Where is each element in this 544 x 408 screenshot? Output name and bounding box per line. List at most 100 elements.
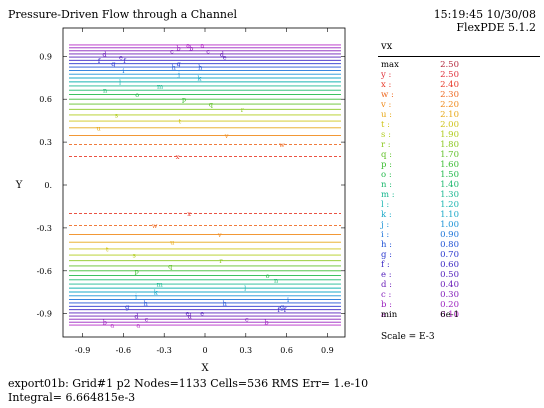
x-tick-label: 0.9 bbox=[321, 346, 334, 355]
contour-label: k bbox=[198, 74, 202, 82]
contour-label: o bbox=[135, 91, 139, 99]
legend-entry-key: y : bbox=[381, 70, 392, 80]
legend-entry: q : 1.70 bbox=[381, 150, 459, 160]
contour-label: g bbox=[280, 303, 284, 311]
legend-entry: n : 1.40 bbox=[381, 180, 459, 190]
legend-entry: v : 2.20 bbox=[381, 100, 459, 110]
header-info: 15:19:45 10/30/08 FlexPDE 5.1.2 bbox=[434, 8, 536, 34]
y-tick-label: 0.9 bbox=[39, 52, 52, 61]
contour-label: o bbox=[266, 272, 270, 280]
legend-entry-value: 0.70 bbox=[440, 250, 459, 260]
plot-title: Pressure-Driven Flow through a Channel bbox=[8, 8, 238, 21]
legend-entry-key: l : bbox=[381, 200, 390, 210]
y-tick-label: 0.6 bbox=[39, 95, 52, 104]
legend-entry: i : 0.90 bbox=[381, 230, 459, 240]
legend-entry-key: r : bbox=[381, 140, 391, 150]
legend-max-value: 2.50 bbox=[440, 60, 459, 70]
legend-entry-key: e : bbox=[381, 270, 392, 280]
legend-entry-value: 0.20 bbox=[440, 300, 459, 310]
legend-entry: c : 0.30 bbox=[381, 290, 459, 300]
legend-entry-key: t : bbox=[381, 120, 390, 130]
x-tick-label: -0.6 bbox=[116, 346, 131, 355]
contour-label: c bbox=[245, 316, 249, 324]
contour-label: u bbox=[97, 124, 101, 132]
legend-entry-value: 1.70 bbox=[440, 150, 459, 160]
legend-entry-value: 1.00 bbox=[440, 220, 459, 230]
legend-entry-key: c : bbox=[381, 290, 392, 300]
legend-entry-value: 0.30 bbox=[440, 290, 459, 300]
legend-entry: u : 2.10 bbox=[381, 110, 459, 120]
legend-entry-key: g : bbox=[381, 250, 393, 260]
contour-label: j bbox=[177, 71, 180, 79]
contour-label: d bbox=[188, 313, 192, 321]
legend-entry-key: q : bbox=[381, 150, 393, 160]
y-tick-label: 0. bbox=[44, 181, 52, 190]
contour-label: w bbox=[152, 222, 158, 230]
legend-entry-key: w : bbox=[381, 90, 394, 100]
footer-stats: export01b: Grid#1 p2 Nodes=1133 Cells=53… bbox=[8, 377, 369, 390]
legend-entry-key: d : bbox=[381, 280, 393, 290]
legend-entry: h : 0.80 bbox=[381, 240, 459, 250]
legend-max-label: max bbox=[381, 60, 399, 70]
contour-label: m bbox=[157, 82, 163, 90]
contour-label: g bbox=[125, 303, 129, 311]
x-tick-label: 0.3 bbox=[239, 346, 252, 355]
contour-label: f bbox=[123, 57, 126, 65]
contour-label: b bbox=[176, 44, 180, 52]
legend-entry-value: 1.10 bbox=[440, 210, 459, 220]
x-tick-label: 0.6 bbox=[280, 346, 293, 355]
legend-variable: vx bbox=[381, 41, 393, 52]
software-version: FlexPDE 5.1.2 bbox=[456, 21, 536, 34]
legend-entry-value: 1.80 bbox=[440, 140, 459, 150]
contour-label: i bbox=[287, 296, 289, 304]
legend-entry-value: 2.20 bbox=[440, 100, 459, 110]
legend-entry-key: i : bbox=[381, 230, 390, 240]
contour-label: t bbox=[179, 118, 182, 126]
contour-label: a bbox=[136, 322, 140, 330]
x-axis-label: X bbox=[201, 363, 209, 374]
x-tick-label: 0 bbox=[202, 346, 207, 355]
legend-entry: r : 1.80 bbox=[381, 140, 459, 150]
contour-label: n bbox=[103, 87, 107, 95]
contour-label: x bbox=[176, 153, 180, 161]
contour-label: l bbox=[119, 78, 121, 86]
legend-entry: s : 1.90 bbox=[381, 130, 459, 140]
legend-entry-value: 2.40 bbox=[440, 80, 459, 90]
legend-max-row: max 2.50 bbox=[381, 60, 459, 70]
contour-label: p bbox=[182, 96, 186, 104]
contour-label: d bbox=[220, 50, 224, 58]
legend-entry: m : 1.30 bbox=[381, 190, 459, 200]
y-tick-label: -0.6 bbox=[37, 267, 52, 276]
legend-entry-key: n : bbox=[381, 180, 393, 190]
contour-label: f bbox=[277, 306, 280, 314]
contour-label: a bbox=[110, 322, 114, 330]
legend-entry: p : 1.60 bbox=[381, 160, 459, 170]
legend-entry-value: 0.80 bbox=[440, 240, 459, 250]
contour-label: q bbox=[209, 101, 213, 109]
y-tick-label: -0.9 bbox=[37, 310, 52, 319]
contour-label: m bbox=[157, 281, 163, 289]
legend-entry: y : 2.50 bbox=[381, 70, 459, 80]
contour-label: n bbox=[274, 276, 278, 284]
contour-label: e bbox=[223, 54, 227, 62]
legend-entry-key: p : bbox=[381, 160, 393, 170]
legend-entry-key: k : bbox=[381, 210, 392, 220]
legend-entry-value: 0.40 bbox=[440, 280, 459, 290]
legend-entry-value: 2.50 bbox=[440, 70, 459, 80]
contour-label: a bbox=[186, 41, 190, 49]
legend-entry-value: 0.10 bbox=[440, 310, 459, 320]
contour-label: s bbox=[133, 252, 136, 260]
legend-entry-value: 2.30 bbox=[440, 90, 459, 100]
x-tick-label: -0.3 bbox=[156, 346, 171, 355]
contour-label: d bbox=[134, 313, 138, 321]
contour-label: p bbox=[135, 267, 139, 275]
legend-entry-key: f : bbox=[381, 260, 390, 270]
legend-entry-value: 2.00 bbox=[440, 120, 459, 130]
legend-entry-key: a : bbox=[381, 310, 392, 320]
y-tick-label: 0.3 bbox=[39, 138, 52, 147]
legend-entry-value: 1.90 bbox=[440, 130, 459, 140]
contour-label: a bbox=[200, 41, 204, 49]
legend-entry-value: 1.30 bbox=[440, 190, 459, 200]
footer-integral: Integral= 6.664815e-3 bbox=[8, 391, 136, 404]
contour-label: b bbox=[189, 44, 193, 52]
